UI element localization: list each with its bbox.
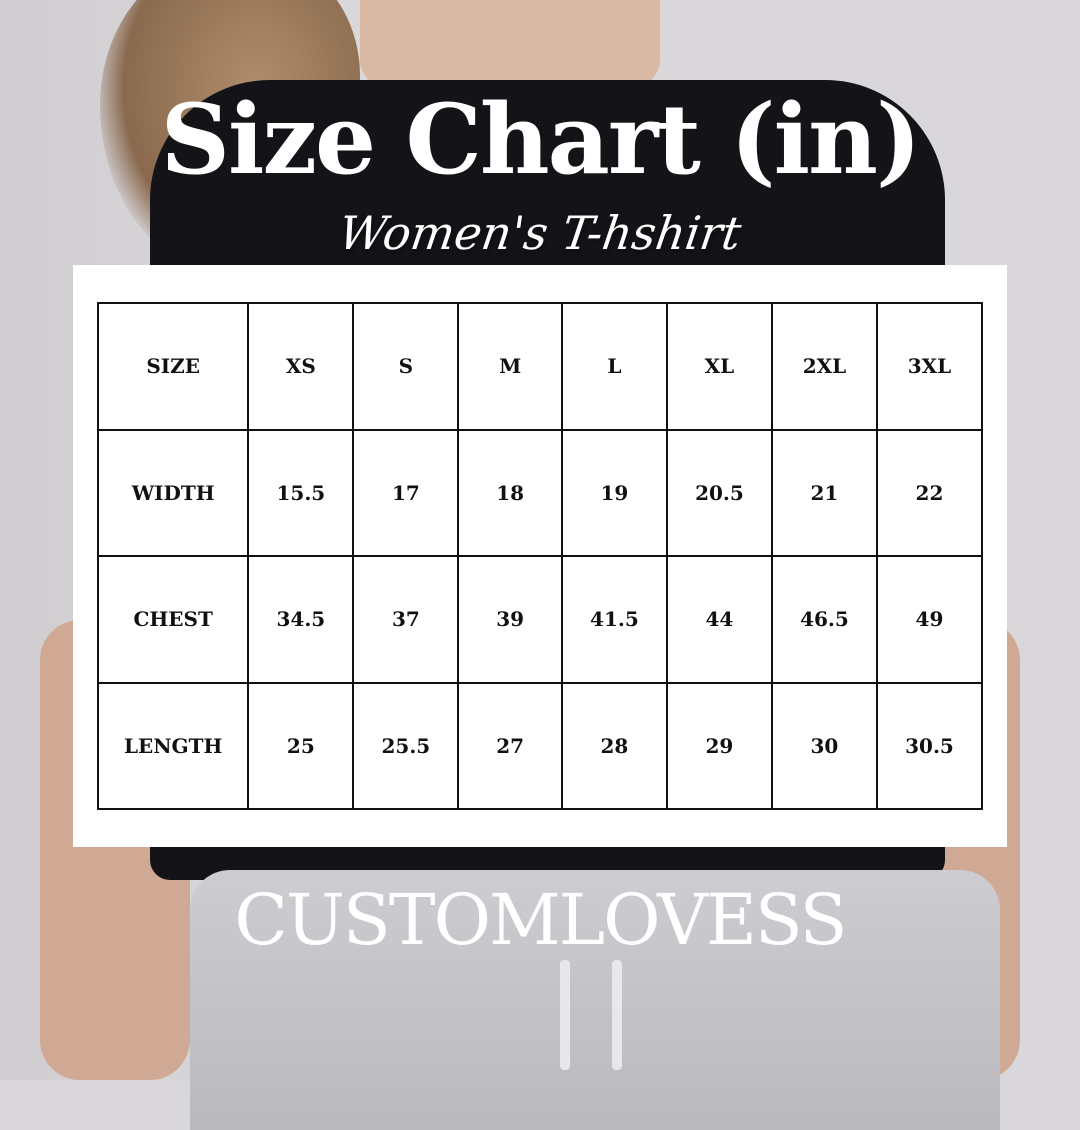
table-cell: 27 [457, 681, 563, 810]
table-cell: 25 [247, 681, 355, 810]
table-cell: 46.5 [770, 555, 878, 684]
table-cell: 18 [457, 428, 563, 557]
size-table: SIZE XS S M L XL 2XL 3XL WIDTH 15.5 17 18 19 20.5 21 22… [96, 302, 984, 810]
size-header: S [352, 302, 460, 431]
chart-subtitle: Women's T-hshirt [335, 206, 745, 260]
table-cell: 22 [875, 428, 984, 557]
row-label: WIDTH [96, 428, 250, 557]
table-row: LENGTH 25 25.5 27 28 29 30 30.5 [96, 681, 984, 810]
table-cell: 17 [352, 428, 460, 557]
table-cell: 30.5 [875, 681, 984, 810]
size-header: 3XL [875, 302, 984, 431]
table-cell: 25.5 [352, 681, 460, 810]
table-row: SIZE XS S M L XL 2XL 3XL [96, 302, 984, 431]
drawstring [560, 960, 570, 1070]
table-cell: 49 [875, 555, 984, 684]
table-cell: 28 [560, 681, 668, 810]
size-header: 2XL [770, 302, 878, 431]
table-cell: 15.5 [247, 428, 355, 557]
table-cell: 20.5 [665, 428, 773, 557]
table-cell: 34.5 [247, 555, 355, 684]
table-cell: 44 [665, 555, 773, 684]
table-row: CHEST 34.5 37 39 41.5 44 46.5 49 [96, 555, 984, 684]
header-label: SIZE [96, 302, 250, 431]
row-label: CHEST [96, 555, 250, 684]
table-cell: 21 [770, 428, 878, 557]
chart-title: Size Chart (in) [160, 83, 922, 196]
table-cell: 37 [352, 555, 460, 684]
table-cell: 29 [665, 681, 773, 810]
size-table-panel: SIZE XS S M L XL 2XL 3XL WIDTH 15.5 17 18 19 20.5 21 22… [73, 265, 1007, 847]
size-header: L [560, 302, 668, 431]
table-cell: 41.5 [560, 555, 668, 684]
size-header: XL [665, 302, 773, 431]
drawstring [612, 960, 622, 1070]
brand-name: CUSTOMLOVESS [234, 879, 847, 961]
size-header: XS [247, 302, 355, 431]
size-header: M [457, 302, 563, 431]
table-cell: 19 [560, 428, 668, 557]
row-label: LENGTH [96, 681, 250, 810]
table-cell: 30 [770, 681, 878, 810]
table-row: WIDTH 15.5 17 18 19 20.5 21 22 [96, 428, 984, 557]
table-cell: 39 [457, 555, 563, 684]
